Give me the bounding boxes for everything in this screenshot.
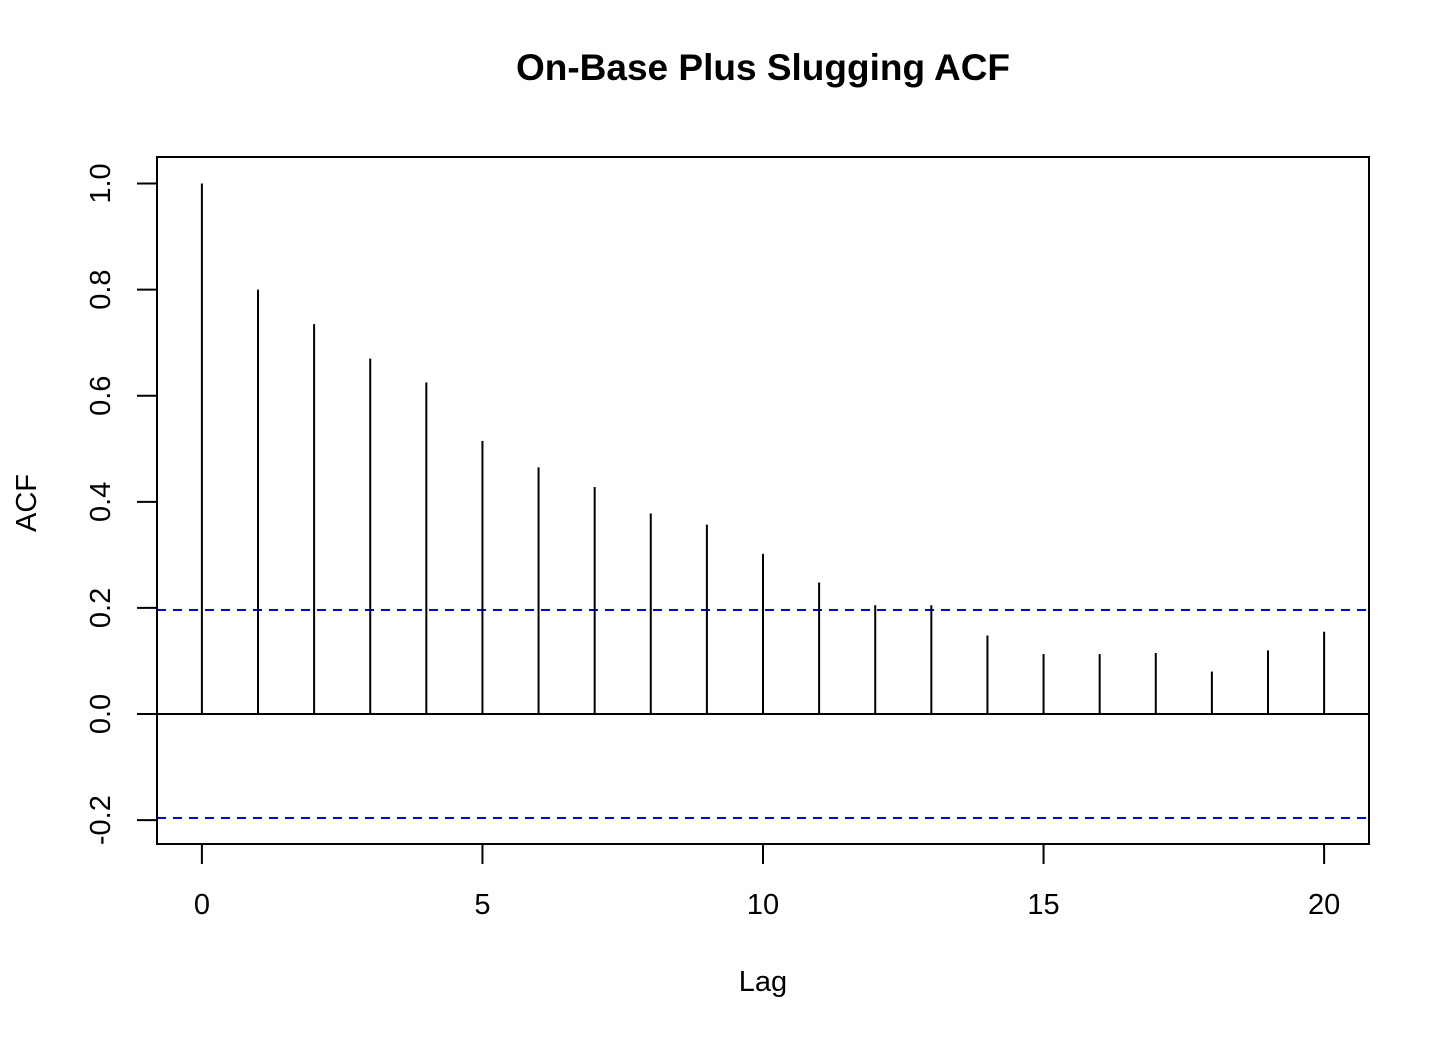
y-tick-label: 0.0 — [85, 694, 117, 734]
y-tick-label: 1.0 — [85, 163, 117, 203]
y-tick-label: 0.2 — [85, 588, 117, 628]
y-axis-label: ACF — [11, 474, 43, 532]
confidence-bounds — [157, 609, 1369, 820]
y-tick-label: -0.2 — [85, 795, 117, 845]
x-tick-label: 5 — [474, 889, 490, 921]
x-tick-label: 20 — [1308, 889, 1340, 921]
x-tick-label: 10 — [747, 889, 779, 921]
acf-spikes — [200, 183, 1326, 715]
x-tick-label: 15 — [1027, 889, 1059, 921]
x-axis-label: Lag — [739, 966, 787, 998]
y-axis: -0.2 0.0 0.2 0.4 0.6 0.8 1.0 — [85, 163, 158, 845]
chart-title: On-Base Plus Slugging ACF — [516, 47, 1010, 88]
x-tick-label: 0 — [194, 889, 210, 921]
y-tick-label: 0.6 — [85, 376, 117, 416]
plot-frame — [156, 156, 1370, 845]
y-tick-label: 0.4 — [85, 482, 117, 522]
y-tick-label: 0.8 — [85, 269, 117, 309]
x-axis: 0 5 10 15 20 — [194, 843, 1340, 921]
